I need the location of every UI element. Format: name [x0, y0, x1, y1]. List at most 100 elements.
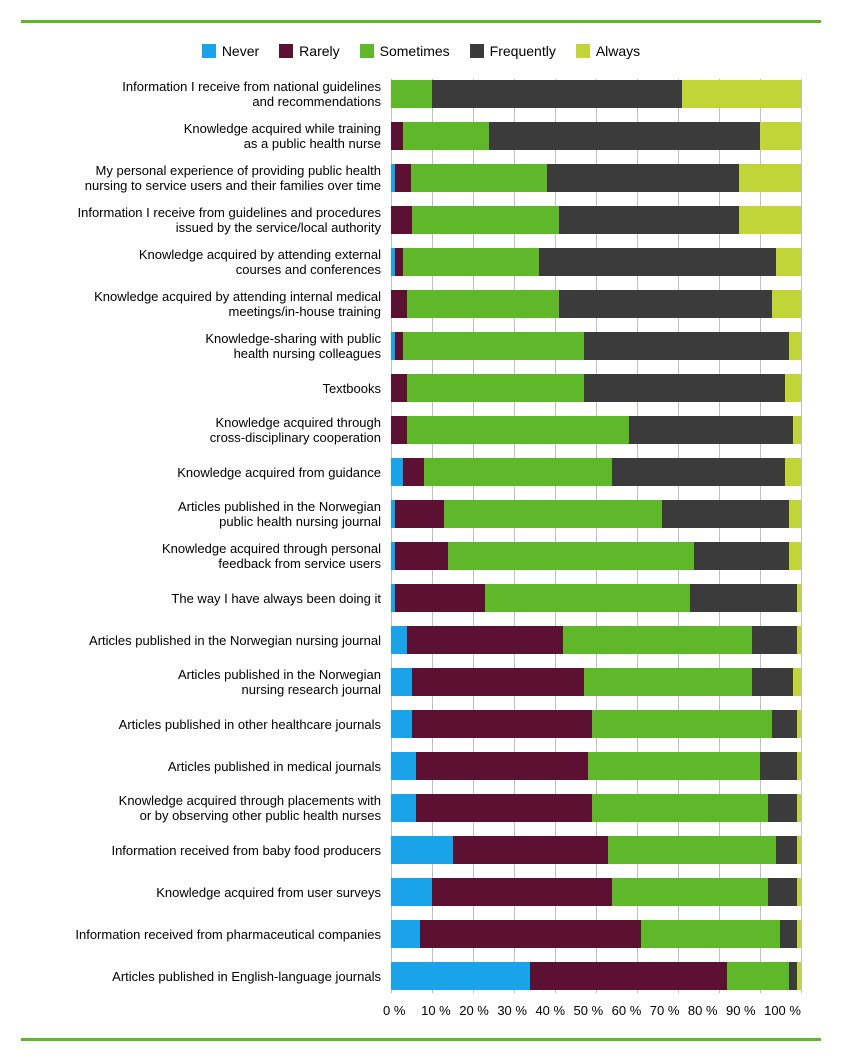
bar-segment — [412, 206, 560, 234]
bar-stack — [391, 878, 801, 906]
bar-row: Knowledge acquired by attending external… — [391, 247, 801, 277]
bar-row: Knowledge acquired by attending internal… — [391, 289, 801, 319]
bar-label: Articles published in medical journals — [31, 759, 391, 774]
bar-segment — [530, 962, 727, 990]
bar-row: Articles published in medical journals — [391, 751, 801, 781]
bar-segment — [391, 920, 420, 948]
bar-stack — [391, 416, 801, 444]
bar-segment — [797, 626, 801, 654]
x-tick-label: 0 % — [383, 1003, 421, 1018]
bar-segment — [612, 458, 784, 486]
bar-segment — [547, 164, 740, 192]
bar-segment — [403, 332, 583, 360]
bar-segment — [797, 878, 801, 906]
bar-label: Knowledge acquired from user surveys — [31, 885, 391, 900]
bar-segment — [416, 752, 588, 780]
bar-row: Information I receive from guidelines an… — [391, 205, 801, 235]
bar-segment — [485, 584, 690, 612]
bar-segment — [612, 878, 768, 906]
bar-segment — [768, 878, 797, 906]
bar-segment — [391, 668, 412, 696]
bar-stack — [391, 836, 801, 864]
bar-segment — [412, 710, 592, 738]
bar-label: Knowledge acquired through placements wi… — [31, 793, 391, 823]
bars-container: Information I receive from national guid… — [391, 79, 801, 991]
bar-stack — [391, 332, 801, 360]
bar-row: Knowledge acquired through personalfeedb… — [391, 541, 801, 571]
bar-segment — [584, 374, 785, 402]
bar-segment — [760, 752, 797, 780]
bar-segment — [789, 962, 797, 990]
bar-segment — [411, 164, 546, 192]
legend: NeverRarelySometimesFrequentlyAlways — [21, 43, 821, 59]
bar-segment — [403, 458, 424, 486]
bar-row: Articles published in other healthcare j… — [391, 709, 801, 739]
bar-row: Information received from pharmaceutical… — [391, 919, 801, 949]
x-tick-label: 40 % — [535, 1003, 573, 1018]
bar-segment — [412, 668, 584, 696]
bar-stack — [391, 542, 801, 570]
bar-segment — [391, 962, 530, 990]
legend-label: Always — [596, 43, 640, 59]
bar-row: Information I receive from national guid… — [391, 79, 801, 109]
bar-segment — [641, 920, 780, 948]
bar-segment — [395, 500, 444, 528]
x-tick-label: 50 % — [574, 1003, 612, 1018]
bar-segment — [444, 500, 661, 528]
bar-stack — [391, 584, 801, 612]
bar-segment — [789, 542, 801, 570]
bar-segment — [391, 206, 412, 234]
bar-segment — [690, 584, 797, 612]
bar-label: My personal experience of providing publ… — [31, 163, 391, 193]
bar-stack — [391, 122, 801, 150]
bar-segment — [395, 248, 403, 276]
bar-segment — [432, 80, 682, 108]
bar-segment — [395, 164, 411, 192]
bar-segment — [391, 416, 407, 444]
bar-segment — [453, 836, 609, 864]
bar-segment — [391, 794, 416, 822]
bar-label: Knowledge acquired from guidance — [31, 465, 391, 480]
bar-stack — [391, 458, 801, 486]
bar-stack — [391, 206, 801, 234]
bar-row: Knowledge-sharing with publichealth nurs… — [391, 331, 801, 361]
bar-stack — [391, 248, 801, 276]
bar-segment — [797, 794, 801, 822]
bar-row: Knowledge acquired while trainingas a pu… — [391, 121, 801, 151]
legend-swatch — [360, 44, 374, 58]
x-tick-label: 80 % — [688, 1003, 726, 1018]
bar-segment — [797, 710, 801, 738]
x-tick-label: 30 % — [497, 1003, 535, 1018]
bar-stack — [391, 164, 801, 192]
bar-label: Textbooks — [31, 381, 391, 396]
bar-segment — [772, 290, 801, 318]
x-tick-label: 60 % — [612, 1003, 650, 1018]
bar-segment — [608, 836, 776, 864]
bar-segment — [391, 80, 432, 108]
bar-row: Articles published in the Norwegian nurs… — [391, 625, 801, 655]
legend-item: Sometimes — [360, 43, 450, 59]
chart-plot-area: Information I receive from national guid… — [21, 79, 821, 1018]
legend-label: Frequently — [490, 43, 556, 59]
bar-label: Knowledge acquired through personalfeedb… — [31, 541, 391, 571]
bar-label: Information received from baby food prod… — [31, 843, 391, 858]
bar-label: Knowledge acquired by attending internal… — [31, 289, 391, 319]
bar-segment — [403, 248, 538, 276]
bar-segment — [760, 122, 801, 150]
bar-stack — [391, 752, 801, 780]
bar-stack — [391, 962, 801, 990]
bar-label: Articles published in the Norwegiannursi… — [31, 667, 391, 697]
bar-stack — [391, 80, 801, 108]
bar-segment — [739, 164, 801, 192]
bar-row: Articles published in the Norwegiannursi… — [391, 667, 801, 697]
bar-segment — [739, 206, 801, 234]
bar-stack — [391, 668, 801, 696]
bar-segment — [588, 752, 760, 780]
bar-segment — [780, 920, 796, 948]
bar-label: Articles published in the Norwegianpubli… — [31, 499, 391, 529]
bar-segment — [420, 920, 641, 948]
x-tick-label: 10 % — [421, 1003, 459, 1018]
bar-stack — [391, 290, 801, 318]
bar-segment — [424, 458, 613, 486]
bar-segment — [395, 542, 448, 570]
